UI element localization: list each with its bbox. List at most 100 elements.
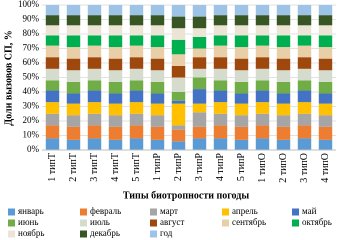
- bar-segment: [129, 45, 144, 58]
- legend-swatch: [222, 219, 229, 227]
- legend-label: год: [160, 228, 173, 238]
- legend-label: август: [160, 217, 184, 227]
- bar-segment: [213, 90, 228, 103]
- bar-segment: [255, 25, 270, 36]
- bar-segment: [87, 80, 102, 91]
- y-tick-label: 50%: [23, 72, 40, 82]
- bar-segment: [87, 25, 102, 36]
- x-axis-title: Типы биотропности погоды: [123, 190, 249, 201]
- bar-segment: [108, 103, 123, 116]
- bar-segment: [66, 81, 81, 94]
- bar-segment: [108, 35, 123, 48]
- bar-segment: [213, 102, 228, 114]
- bar-segment: [255, 35, 270, 46]
- bar-segment: [129, 90, 144, 103]
- legend-label: февраль: [90, 206, 121, 216]
- x-tick-label: 1 типО: [257, 153, 268, 183]
- bar-segment: [255, 57, 270, 69]
- bar-segment: [192, 138, 207, 150]
- bar-segment: [234, 115, 249, 127]
- bar-segment: [276, 35, 291, 48]
- bar-segment: [66, 139, 81, 150]
- bar-segment: [297, 113, 312, 126]
- bar-segment: [213, 68, 228, 81]
- bar-segment: [150, 81, 165, 94]
- bar-segment: [192, 77, 207, 90]
- x-tick-label: 3 типО: [299, 153, 310, 183]
- x-tick-label: 3 типТ: [89, 153, 100, 182]
- legend-label: декабрь: [90, 228, 120, 238]
- bar-segment: [297, 138, 312, 150]
- bar-segment: [318, 81, 333, 94]
- bar-segment: [66, 70, 81, 82]
- x-tick-label: 5 типР: [236, 153, 247, 182]
- bar-segment: [150, 126, 165, 140]
- bar-segment: [150, 15, 165, 26]
- bar-segment: [108, 81, 123, 94]
- y-tick-label: 0%: [27, 144, 40, 154]
- bar-segment: [276, 126, 291, 140]
- bar-segment: [45, 80, 60, 91]
- bar-segment: [87, 125, 102, 139]
- y-tick-label: 100%: [18, 0, 40, 9]
- bar-segment: [192, 28, 207, 37]
- bar-segment: [45, 125, 60, 139]
- legend-label: май: [302, 206, 317, 216]
- bar-segment: [192, 16, 207, 29]
- bar-segment: [192, 57, 207, 69]
- bar-segment: [318, 15, 333, 26]
- y-tick-label: 90%: [23, 14, 40, 24]
- bar-segment: [150, 139, 165, 150]
- bar-segment: [108, 139, 123, 150]
- bar-segment: [129, 57, 144, 69]
- bar-segment: [129, 25, 144, 36]
- bar-segment: [150, 58, 165, 71]
- legend-label: июль: [90, 217, 110, 227]
- x-tick-label: 4 типТ: [110, 153, 121, 182]
- bar-segment: [171, 129, 186, 142]
- legend-swatch: [8, 219, 15, 227]
- legend-swatch: [292, 219, 299, 227]
- bar-segment: [108, 70, 123, 82]
- bar-segment: [108, 93, 123, 104]
- bar-segment: [129, 35, 144, 46]
- bar-segment: [129, 125, 144, 139]
- legend-label: март: [160, 206, 178, 216]
- bar-segment: [66, 15, 81, 26]
- bar-segment: [318, 139, 333, 150]
- bar-segment: [171, 77, 186, 92]
- bar-segment: [276, 47, 291, 59]
- x-tick-label: 3 типР: [194, 153, 205, 182]
- bar-segment: [297, 15, 312, 26]
- bar-segment: [45, 15, 60, 26]
- bar-segment: [45, 35, 60, 46]
- bar-segment: [87, 57, 102, 69]
- bar-segment: [129, 15, 144, 26]
- legend-swatch: [292, 208, 299, 216]
- bar-segment: [234, 70, 249, 82]
- legend-swatch: [150, 230, 157, 238]
- bar-segment: [234, 35, 249, 48]
- bar-segment: [87, 15, 102, 26]
- bar-segment: [66, 47, 81, 59]
- bar-segment: [192, 36, 207, 49]
- bar-segment: [213, 5, 228, 16]
- bar-segment: [318, 5, 333, 16]
- bar-segment: [318, 126, 333, 140]
- bar-segment: [318, 25, 333, 36]
- bar-segment: [255, 15, 270, 26]
- bar-segment: [108, 126, 123, 140]
- bar-segment: [213, 138, 228, 150]
- bar-segment: [45, 5, 60, 16]
- bar-segment: [276, 93, 291, 104]
- bar-segment: [234, 47, 249, 59]
- bar-segment: [213, 57, 228, 69]
- bar-segment: [297, 25, 312, 36]
- y-tick-label: 10%: [23, 130, 40, 140]
- y-tick-label: 40%: [23, 86, 40, 96]
- bar-segment: [45, 25, 60, 36]
- bar-segment: [150, 93, 165, 104]
- bar-segment: [255, 5, 270, 16]
- bar-segment: [171, 125, 186, 130]
- bar-segment: [318, 35, 333, 48]
